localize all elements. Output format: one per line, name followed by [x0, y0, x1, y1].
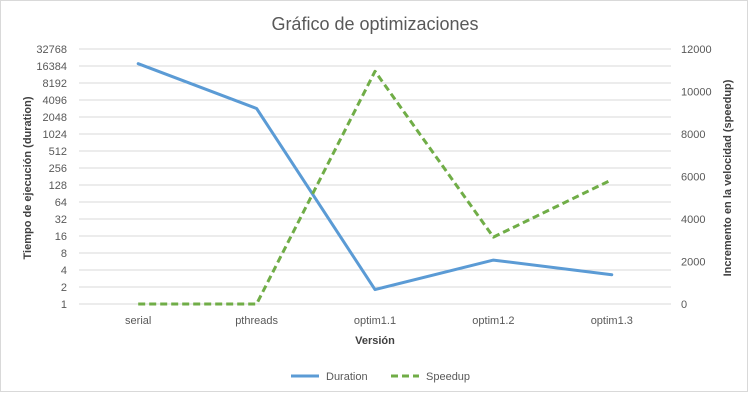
chart-svg: Gráfico de optimizaciones 1 2 4 8 16 32 64 128 2…	[22, 14, 734, 383]
right-axis-ticks: 0 2000 4000 6000 8000 10000 12000	[681, 44, 712, 311]
chart-frame: Gráfico de optimizaciones 1 2 4 8 16 32 64 128 2…	[0, 0, 748, 392]
left-tick-label: 512	[49, 146, 67, 158]
left-tick-label: 128	[49, 180, 67, 192]
left-tick-label: 16	[55, 231, 67, 243]
x-tick-label: pthreads	[235, 315, 278, 327]
series-line-speedup	[138, 69, 613, 306]
x-tick-label: optim1.2	[472, 315, 514, 327]
x-axis-title: Versión	[355, 335, 395, 347]
left-tick-label: 8192	[43, 78, 67, 90]
left-tick-label: 1024	[43, 129, 67, 141]
x-axis-ticks: serial pthreads optim1.1 optim1.2 optim1.3	[125, 315, 633, 327]
legend: Duration Speedup	[291, 371, 470, 383]
left-axis-title: Tiempo de ejecución (duration)	[22, 96, 34, 259]
x-tick-label: serial	[125, 315, 151, 327]
left-tick-label: 2	[61, 282, 67, 294]
grid-lines	[79, 48, 671, 305]
left-tick-label: 64	[55, 197, 67, 209]
left-tick-label: 2048	[43, 112, 67, 124]
left-tick-label: 4	[61, 265, 67, 277]
chart-title: Gráfico de optimizaciones	[271, 14, 478, 34]
right-tick-label: 12000	[681, 44, 712, 56]
right-tick-label: 4000	[681, 214, 705, 226]
series-layer	[136, 62, 614, 306]
legend-label-speedup: Speedup	[426, 371, 470, 383]
right-tick-label: 6000	[681, 172, 705, 184]
left-tick-label: 16384	[36, 61, 67, 73]
legend-label-duration: Duration	[326, 371, 368, 383]
x-tick-label: optim1.1	[354, 315, 396, 327]
right-tick-label: 10000	[681, 87, 712, 99]
left-tick-label: 256	[49, 163, 67, 175]
left-tick-label: 8	[61, 248, 67, 260]
left-tick-label: 1	[61, 299, 67, 311]
left-tick-label: 32	[55, 214, 67, 226]
right-tick-label: 8000	[681, 129, 705, 141]
x-tick-label: optim1.3	[591, 315, 633, 327]
series-line-duration	[136, 62, 614, 292]
right-axis-title: Incremento en la velocidad (speedup)	[722, 79, 734, 276]
left-tick-label: 4096	[43, 95, 67, 107]
right-tick-label: 2000	[681, 257, 705, 269]
left-axis-ticks: 1 2 4 8 16 32 64 128 256 512 1024 2048 4096 8192 16384…	[36, 44, 67, 311]
left-tick-label: 32768	[36, 44, 67, 56]
right-tick-label: 0	[681, 299, 687, 311]
